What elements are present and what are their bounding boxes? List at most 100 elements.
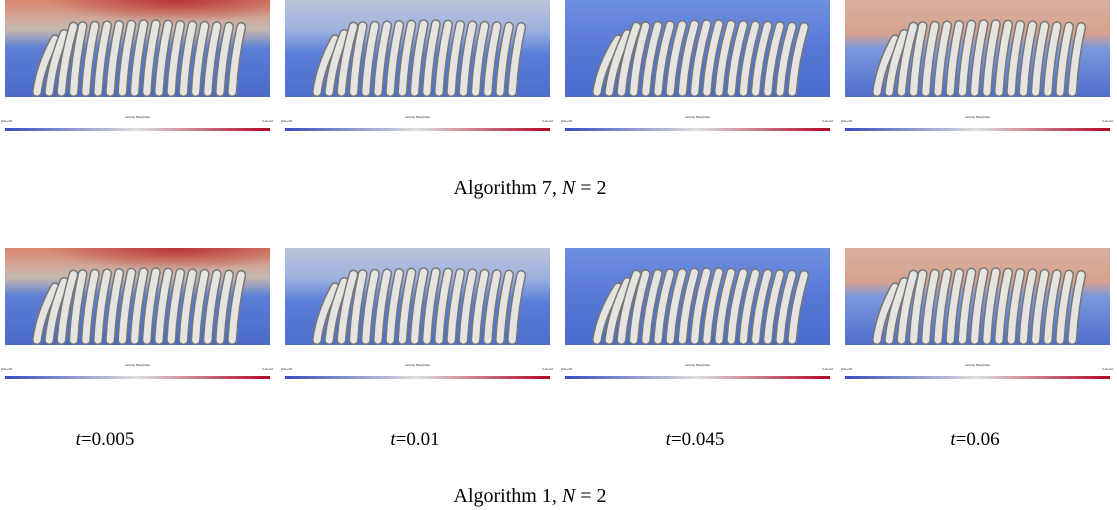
colorbar-title: velocity Magnitude xyxy=(125,363,150,367)
cylinder xyxy=(1032,22,1049,96)
cylinder xyxy=(472,22,489,96)
cylinder xyxy=(374,269,391,344)
colorbar-title: velocity Magnitude xyxy=(405,363,430,367)
cylinder xyxy=(1068,23,1085,96)
cylinder xyxy=(94,269,111,344)
cylinder xyxy=(106,21,123,96)
colorbar xyxy=(565,128,830,131)
cylinder xyxy=(192,22,209,96)
caption: Algorithm 1, N = 2 xyxy=(454,485,607,507)
colorbar xyxy=(565,376,830,379)
cylinder xyxy=(57,23,77,96)
cylinder xyxy=(752,22,772,96)
time-value: =0.06 xyxy=(956,429,1000,450)
colorbar-title: velocity Magnitude xyxy=(965,115,990,119)
cylinder xyxy=(897,271,917,344)
cylinder xyxy=(337,23,357,96)
cylinder xyxy=(33,283,59,344)
time-var: t xyxy=(76,429,82,450)
caption: Algorithm 7, N = 2 xyxy=(454,177,607,199)
cylinder xyxy=(398,269,415,344)
time-value: =0.01 xyxy=(396,429,440,450)
cylinder xyxy=(216,23,233,96)
cylinder xyxy=(1019,269,1036,344)
colorbar xyxy=(5,376,270,379)
cylinder xyxy=(82,270,99,344)
cylinder xyxy=(508,271,525,344)
cylinder xyxy=(362,22,379,96)
cylinder xyxy=(350,22,367,96)
cylinder xyxy=(179,21,196,96)
cylinder xyxy=(910,22,927,96)
cylinder xyxy=(776,23,796,96)
cylinder xyxy=(118,21,135,96)
cylinder xyxy=(106,269,123,344)
cylinder xyxy=(678,21,698,96)
cylinder xyxy=(435,21,452,96)
cylinder xyxy=(873,35,899,96)
cylinder xyxy=(995,269,1012,344)
time-value: =0.045 xyxy=(671,429,724,450)
cylinder xyxy=(143,20,160,96)
cylinder xyxy=(764,22,784,96)
colorbar-min: 0.0e+00 xyxy=(1,119,12,123)
cylinder xyxy=(691,268,711,344)
cylinder xyxy=(192,270,209,344)
simulation-panel xyxy=(5,0,270,97)
cylinder xyxy=(508,23,525,96)
colorbar-min: 0.0e+00 xyxy=(1,367,12,371)
cylinder xyxy=(423,20,440,96)
cylinder xyxy=(922,270,939,344)
colorbar xyxy=(845,376,1110,379)
cylinder xyxy=(472,270,489,344)
cylinder xyxy=(605,278,631,344)
cylinder xyxy=(739,269,759,344)
cylinder xyxy=(873,283,899,344)
cylinder xyxy=(715,21,735,96)
cylinder xyxy=(1019,21,1036,96)
cylinder xyxy=(934,21,951,96)
cylinder xyxy=(374,21,391,96)
time-value: =0.005 xyxy=(81,429,134,450)
cylinder xyxy=(411,20,428,96)
caption-var: N xyxy=(561,485,577,507)
time-label: t=0.045 xyxy=(666,429,725,450)
cylinder xyxy=(739,21,759,96)
cylinder xyxy=(325,30,348,96)
cylinder xyxy=(228,271,245,344)
cylinder xyxy=(727,21,747,96)
colorbar-title: velocity Magnitude xyxy=(125,115,150,119)
cylinder xyxy=(45,278,68,344)
cylinder xyxy=(118,269,135,344)
cylinder xyxy=(617,23,640,96)
colorbar-title: velocity Magnitude xyxy=(405,115,430,119)
cylinder xyxy=(423,268,440,344)
cylinder xyxy=(593,283,622,344)
cylinder xyxy=(313,35,339,96)
colorbar xyxy=(5,128,270,131)
time-var: t xyxy=(666,429,672,450)
caption-var: N xyxy=(561,177,577,199)
cylinder xyxy=(642,270,662,344)
cylinder xyxy=(788,23,808,96)
cylinder xyxy=(143,268,160,344)
cylinder xyxy=(386,269,403,344)
cylinder xyxy=(910,270,927,344)
cylinder xyxy=(57,271,77,344)
cylinder xyxy=(1044,22,1061,96)
cylinder xyxy=(204,270,221,344)
cylinder xyxy=(593,35,622,96)
caption-rest: = 2 xyxy=(575,485,606,507)
colorbar-min: 0.0e+00 xyxy=(281,367,292,371)
cylinder xyxy=(447,269,464,344)
cylinder xyxy=(167,269,184,344)
caption-rest: = 2 xyxy=(575,177,606,199)
colorbar-max: 4.2e+02 xyxy=(1102,367,1113,371)
cylinder xyxy=(678,269,698,344)
colorbar-max: 4.2e+02 xyxy=(542,367,553,371)
cylinder xyxy=(1007,21,1024,96)
cylinder xyxy=(897,23,917,96)
cylinder xyxy=(654,269,674,344)
cylinder xyxy=(630,270,650,344)
colorbar-max: 4.2e+02 xyxy=(262,119,273,123)
